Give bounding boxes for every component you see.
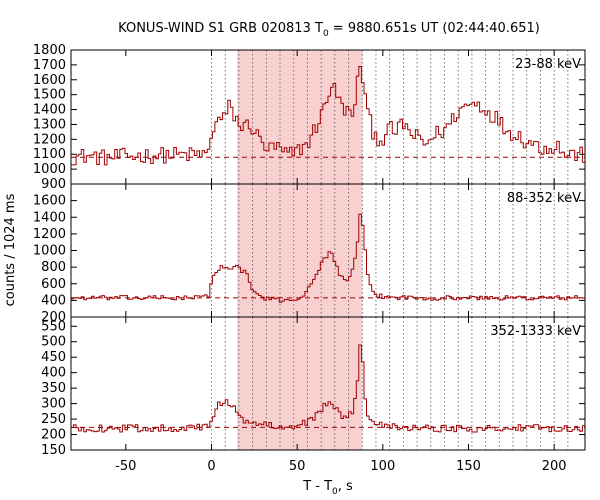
x-tick-label: 0 xyxy=(207,459,215,474)
panel-frame xyxy=(70,316,586,451)
y-tick-label: 300 xyxy=(41,397,66,412)
light-curve-series xyxy=(71,344,585,433)
y-tick-label: 150 xyxy=(41,443,66,458)
y-tick-label: 400 xyxy=(41,293,66,308)
shaded-interval xyxy=(237,184,363,317)
shaded-interval xyxy=(237,50,363,184)
y-tick-label: 1400 xyxy=(33,210,66,225)
energy-band-label: 88-352 keV xyxy=(507,191,581,206)
shaded-interval xyxy=(237,317,363,450)
y-tick-label: 200 xyxy=(41,310,66,325)
y-tick-label: 1500 xyxy=(33,88,66,103)
y-tick-label: 1200 xyxy=(33,132,66,147)
y-tick-label: 800 xyxy=(41,260,66,275)
y-tick-label: 1100 xyxy=(33,147,66,162)
y-tick-label: 1600 xyxy=(33,73,66,88)
y-tick-label: 250 xyxy=(41,412,66,427)
panels: 9001000110012001300140015001600170018002… xyxy=(33,43,586,474)
y-tick-label: 200 xyxy=(41,428,66,443)
y-axis-label: counts / 1024 ms xyxy=(3,193,18,306)
y-tick-label: 600 xyxy=(41,277,66,292)
y-tick-label: 400 xyxy=(41,366,66,381)
y-tick-label: 450 xyxy=(41,350,66,365)
light-curve-series xyxy=(71,213,585,303)
y-tick-label: 1000 xyxy=(33,244,66,259)
energy-band-label: 23-88 keV xyxy=(515,57,581,72)
y-tick-label: 1000 xyxy=(33,162,66,177)
x-tick-label: 100 xyxy=(370,459,395,474)
x-tick-label: 150 xyxy=(456,459,481,474)
x-tick-label: -50 xyxy=(115,459,136,474)
energy-band-label: 352-1333 keV xyxy=(490,324,581,339)
y-tick-label: 500 xyxy=(41,335,66,350)
y-tick-label: 1300 xyxy=(33,117,66,132)
y-tick-label: 1800 xyxy=(33,43,66,58)
x-tick-label: 50 xyxy=(289,459,306,474)
y-tick-label: 350 xyxy=(41,381,66,396)
x-tick-label: 200 xyxy=(542,459,567,474)
y-tick-label: 1700 xyxy=(33,58,66,73)
y-tick-label: 900 xyxy=(41,177,66,192)
y-tick-label: 550 xyxy=(41,319,66,334)
chart-title: KONUS-WIND S1 GRB 020813 T0 = 9880.651s … xyxy=(118,21,540,39)
y-tick-label: 1400 xyxy=(33,103,66,118)
y-tick-label: 1200 xyxy=(33,227,66,242)
light-curve-series xyxy=(71,66,585,166)
x-axis-label: T - T0, s xyxy=(302,479,353,497)
y-tick-label: 1600 xyxy=(33,194,66,209)
